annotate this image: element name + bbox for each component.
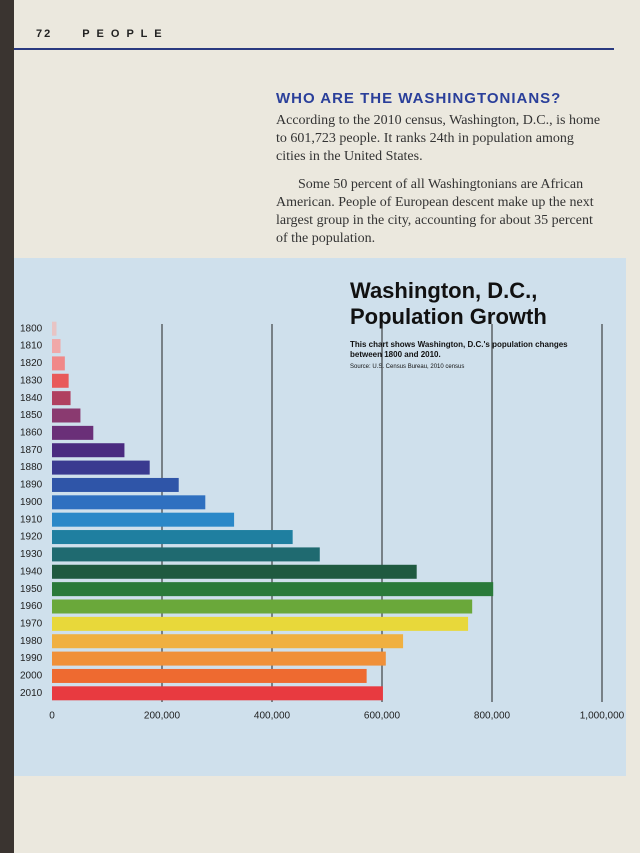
y-tick-label: 1970	[20, 619, 43, 630]
x-tick-label: 400,000	[254, 711, 291, 722]
y-tick-label: 1810	[20, 341, 43, 352]
y-tick-label: 1910	[20, 514, 43, 525]
y-tick-label: 1860	[20, 428, 43, 439]
bar	[52, 408, 81, 423]
bar	[52, 356, 65, 371]
y-tick-label: 2010	[20, 688, 43, 699]
y-tick-label: 2000	[20, 671, 43, 682]
paragraph: According to the 2010 census, Washington…	[276, 113, 601, 164]
bar	[52, 495, 206, 510]
y-tick-label: 1890	[20, 480, 43, 491]
bar	[52, 321, 57, 336]
x-tick-label: 600,000	[364, 711, 401, 722]
bar	[52, 339, 61, 354]
y-tick-label: 1920	[20, 532, 43, 543]
page-number: 72	[36, 28, 53, 40]
y-tick-label: 1990	[20, 653, 43, 664]
bar	[52, 391, 71, 406]
bar	[52, 686, 383, 701]
chart-header: Washington, D.C., Population Growth This…	[350, 278, 610, 370]
bar	[52, 582, 494, 597]
bar	[52, 460, 150, 475]
y-tick-label: 1840	[20, 393, 43, 404]
y-tick-label: 1800	[20, 323, 43, 334]
chart-header-box: Washington, D.C., Population Growth This…	[350, 278, 610, 370]
bar	[52, 651, 386, 666]
chart-subtitle: This chart shows Washington, D.C.'s popu…	[350, 340, 568, 359]
running-header: 72 P E O P L E	[36, 28, 194, 40]
y-tick-label: 1900	[20, 497, 43, 508]
section-name: P E O P L E	[82, 28, 164, 40]
x-tick-label: 200,000	[144, 711, 181, 722]
y-tick-label: 1950	[20, 584, 43, 595]
y-tick-label: 1980	[20, 636, 43, 647]
bar	[52, 616, 469, 631]
bar	[52, 373, 69, 388]
y-tick-label: 1830	[20, 375, 43, 386]
bar	[52, 547, 320, 562]
y-tick-label: 1870	[20, 445, 43, 456]
y-tick-label: 1880	[20, 462, 43, 473]
bar	[52, 530, 293, 545]
y-tick-label: 1930	[20, 549, 43, 560]
bar	[52, 668, 367, 683]
y-tick-label: 1850	[20, 410, 43, 421]
header-rule	[14, 48, 614, 50]
x-tick-label: 1,000,000	[580, 711, 625, 722]
x-tick-label: 800,000	[474, 711, 511, 722]
bar	[52, 564, 417, 579]
bar	[52, 477, 179, 492]
bar	[52, 634, 404, 649]
heading: WHO ARE THE WASHINGTONIANS?	[276, 90, 562, 107]
y-tick-label: 1940	[20, 566, 43, 577]
x-tick-label: 0	[49, 711, 55, 722]
chart-title: Washington, D.C., Population Growth	[350, 278, 547, 329]
y-tick-label: 1960	[20, 601, 43, 612]
bar	[52, 512, 235, 527]
bar	[52, 425, 94, 440]
paragraph: Some 50 percent of all Washingtonians ar…	[276, 177, 594, 246]
bar	[52, 599, 473, 614]
y-tick-label: 1820	[20, 358, 43, 369]
bar	[52, 443, 125, 458]
chart-source: Source: U.S. Census Bureau, 2010 census	[350, 364, 465, 370]
